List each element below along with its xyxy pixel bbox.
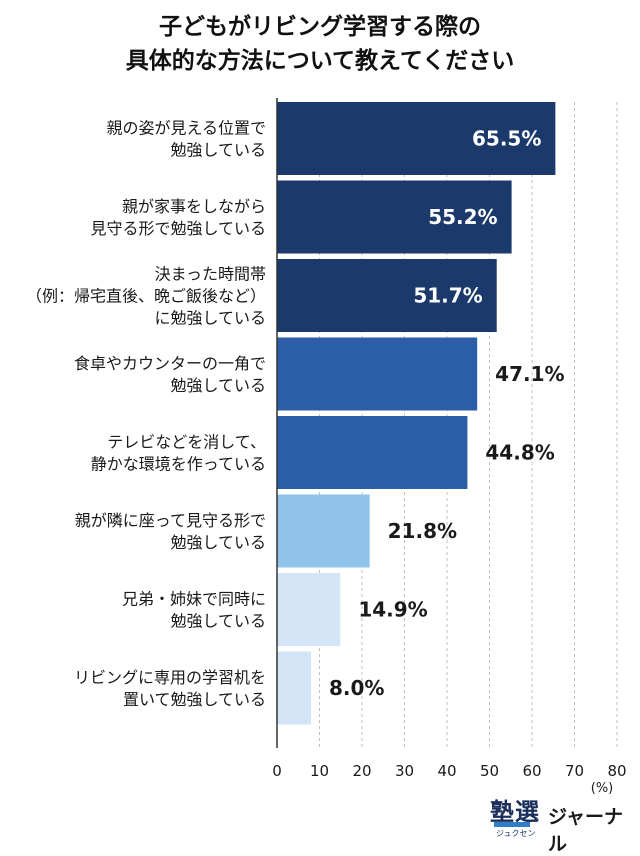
category-label: 決まった時間帯: [155, 265, 266, 284]
bar: [277, 102, 556, 175]
value-label: 51.7%: [413, 284, 482, 308]
value-labels: 65.5% 55.2% 51.7% 47.1% 44.8% 21.8% 14.9% 8.0%: [329, 127, 565, 701]
x-tick-label: 50: [480, 762, 499, 780]
x-tick-label: 40: [437, 762, 456, 780]
category-label: 置いて勉強している: [123, 690, 266, 709]
category-labels: 親の姿が見える位置で勉強している親が家事をしながら見守る形で勉強している決まった…: [26, 119, 266, 710]
unit-label: (%): [591, 781, 614, 796]
bar: [277, 416, 468, 489]
x-tick-label: 30: [395, 762, 414, 780]
bar: [277, 337, 478, 411]
value-label: 47.1%: [495, 362, 564, 386]
value-label: 21.8%: [388, 519, 457, 543]
bar: [277, 651, 311, 725]
category-label: 食卓やカウンターの一角で: [74, 354, 266, 373]
x-tick-labels: 0 10 20 30 40 50 60 70 80: [272, 762, 626, 780]
category-label: 兄弟・姉妹で同時に: [122, 590, 266, 609]
category-label: 親が隣に座って見守る形で: [75, 511, 266, 530]
bar: [277, 180, 512, 254]
x-tick-label: 70: [565, 762, 584, 780]
value-label: 55.2%: [428, 205, 497, 229]
category-label: 勉強している: [170, 612, 266, 631]
category-label: 親の姿が見える位置で: [106, 119, 266, 138]
category-label: 勉強している: [170, 141, 266, 160]
category-label: （例：帰宅直後、晩ご飯後など）: [26, 287, 266, 306]
x-tick-label: 0: [272, 762, 282, 780]
brand-name: ジャーナル: [548, 806, 624, 855]
bar: [277, 494, 370, 568]
value-label: 44.8%: [485, 441, 554, 465]
category-label: 勉強している: [170, 533, 266, 552]
category-label: リビングに専用の学習机を: [74, 668, 266, 687]
brand-logo-kana: ジュクセン: [496, 829, 536, 838]
x-tick-label: 10: [310, 762, 329, 780]
value-label: 65.5%: [472, 127, 541, 151]
brand-logo-underline: [494, 822, 530, 827]
category-label: に勉強している: [154, 309, 266, 328]
category-label: 見守る形で勉強している: [90, 219, 266, 238]
category-label: テレビなどを消して、: [107, 433, 266, 452]
value-label: 8.0%: [329, 676, 384, 700]
value-label: 14.9%: [358, 598, 427, 622]
x-tick-label: 60: [522, 762, 541, 780]
brand-logo-kanji: 塾選: [490, 798, 540, 826]
x-tick-label: 80: [607, 762, 626, 780]
bar: [277, 573, 341, 646]
category-label: 静かな環境を作っている: [91, 455, 266, 474]
bar-chart: 親の姿が見える位置で勉強している親が家事をしながら見守る形で勉強している決まった…: [26, 98, 627, 796]
x-tick-label: 20: [352, 762, 371, 780]
brand-logo: 塾選 ジュクセン ジャーナル: [488, 792, 628, 855]
bars: [277, 102, 556, 725]
chart-title: 子どもがリビング学習する際の 具体的な方法について教えてください: [0, 10, 640, 78]
chart-title-line-2: 具体的な方法について教えてください: [125, 48, 515, 74]
bar: [277, 259, 497, 332]
category-label: 勉強している: [170, 376, 266, 395]
chart-title-line-1: 子どもがリビング学習する際の: [159, 14, 481, 40]
category-label: 親が家事をしながら: [122, 197, 266, 216]
